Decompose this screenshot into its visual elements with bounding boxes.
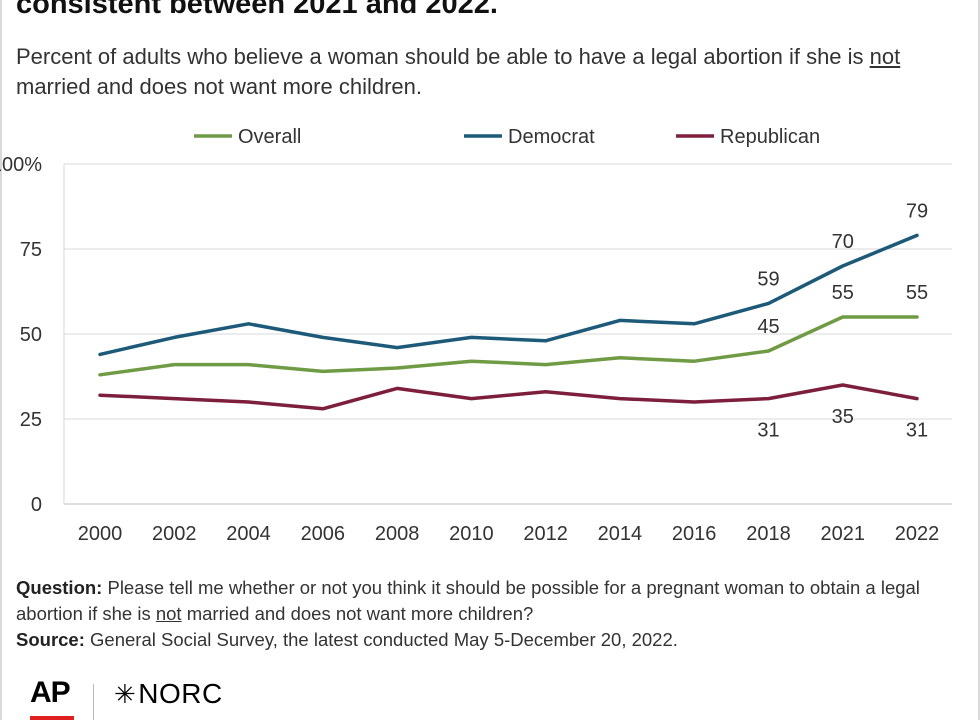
x-tick-label: 2018 [746, 523, 791, 545]
norc-star-icon: ✳ [114, 679, 137, 709]
ap-logo-underline [30, 716, 74, 720]
subtitle-text-2: married and does not want more children. [16, 74, 422, 99]
series-line-overall [98, 315, 919, 377]
series-line-democrat [98, 233, 919, 357]
data-label: 70 [832, 231, 854, 253]
chart-footnote: Question: Please tell me whether or not … [16, 575, 966, 653]
x-tick-label: 2021 [820, 523, 865, 545]
subtitle-text-1: Percent of adults who believe a woman sh… [16, 44, 870, 69]
y-tick-label: 0 [31, 494, 42, 516]
x-tick-label: 2014 [598, 523, 643, 545]
x-tick-label: 2016 [672, 523, 717, 545]
source-text: General Social Survey, the latest conduc… [84, 629, 678, 650]
norc-logo: ✳NORC [114, 678, 223, 710]
legend-label-democrat: Democrat [508, 126, 595, 148]
subtitle-underlined-word: not [869, 44, 901, 69]
legend-label-republican: Republican [720, 126, 820, 148]
data-label: 31 [757, 420, 779, 442]
x-tick-label: 2000 [78, 523, 123, 545]
y-axis-ticks: 0 25 50 75 100% [0, 154, 42, 516]
series-line-republican [98, 383, 919, 411]
x-tick-label: 2002 [152, 523, 197, 545]
question-text-1: Please tell me whether or not you think … [16, 577, 920, 624]
data-label: 45 [757, 316, 779, 338]
data-label: 59 [757, 268, 779, 290]
question-note: Question: Please tell me whether or not … [16, 575, 966, 627]
x-tick-label: 2010 [449, 523, 494, 545]
y-tick-label: 75 [20, 239, 42, 261]
chart-subtitle: Percent of adults who believe a woman sh… [16, 42, 966, 102]
frame-border-right [978, 0, 980, 720]
x-tick-label: 2004 [226, 523, 271, 545]
legend-label-overall: Overall [238, 126, 301, 148]
chart-legend: Overall Democrat Republican [194, 126, 820, 148]
x-tick-label: 2022 [895, 523, 940, 545]
data-label: 35 [832, 406, 854, 428]
data-label: 55 [906, 282, 928, 304]
series-lines [98, 233, 919, 411]
x-tick-label: 2012 [523, 523, 568, 545]
line-chart: Overall Democrat Republican 0 25 50 75 100% 20… [0, 126, 952, 545]
x-tick-label: 2006 [301, 523, 346, 545]
y-tick-label: 25 [20, 409, 42, 431]
source-note: Source: General Social Survey, the lates… [16, 627, 966, 653]
question-text-2: married and does not want more children? [181, 603, 534, 624]
y-tick-label: 50 [20, 324, 42, 346]
y-tick-label: 100% [0, 154, 42, 176]
data-labels: 45 55 55 59 70 79 31 35 31 [757, 200, 928, 441]
data-label: 31 [906, 420, 928, 442]
source-label: Source: [16, 629, 85, 650]
ap-logo: AP [30, 676, 71, 709]
logo-divider [93, 684, 94, 720]
data-label: 55 [832, 282, 854, 304]
norc-logo-text: NORC [138, 678, 223, 709]
x-axis-ticks: 2000 2002 2004 2006 2008 2010 2012 2014 2016 2018… [78, 523, 940, 545]
chart-title: consistent between 2021 and 2022. [16, 0, 498, 20]
question-underlined-word: not [155, 603, 182, 624]
frame-border-left [0, 0, 2, 720]
data-label: 79 [906, 200, 928, 222]
x-tick-label: 2008 [375, 523, 420, 545]
question-label: Question: [16, 577, 103, 598]
